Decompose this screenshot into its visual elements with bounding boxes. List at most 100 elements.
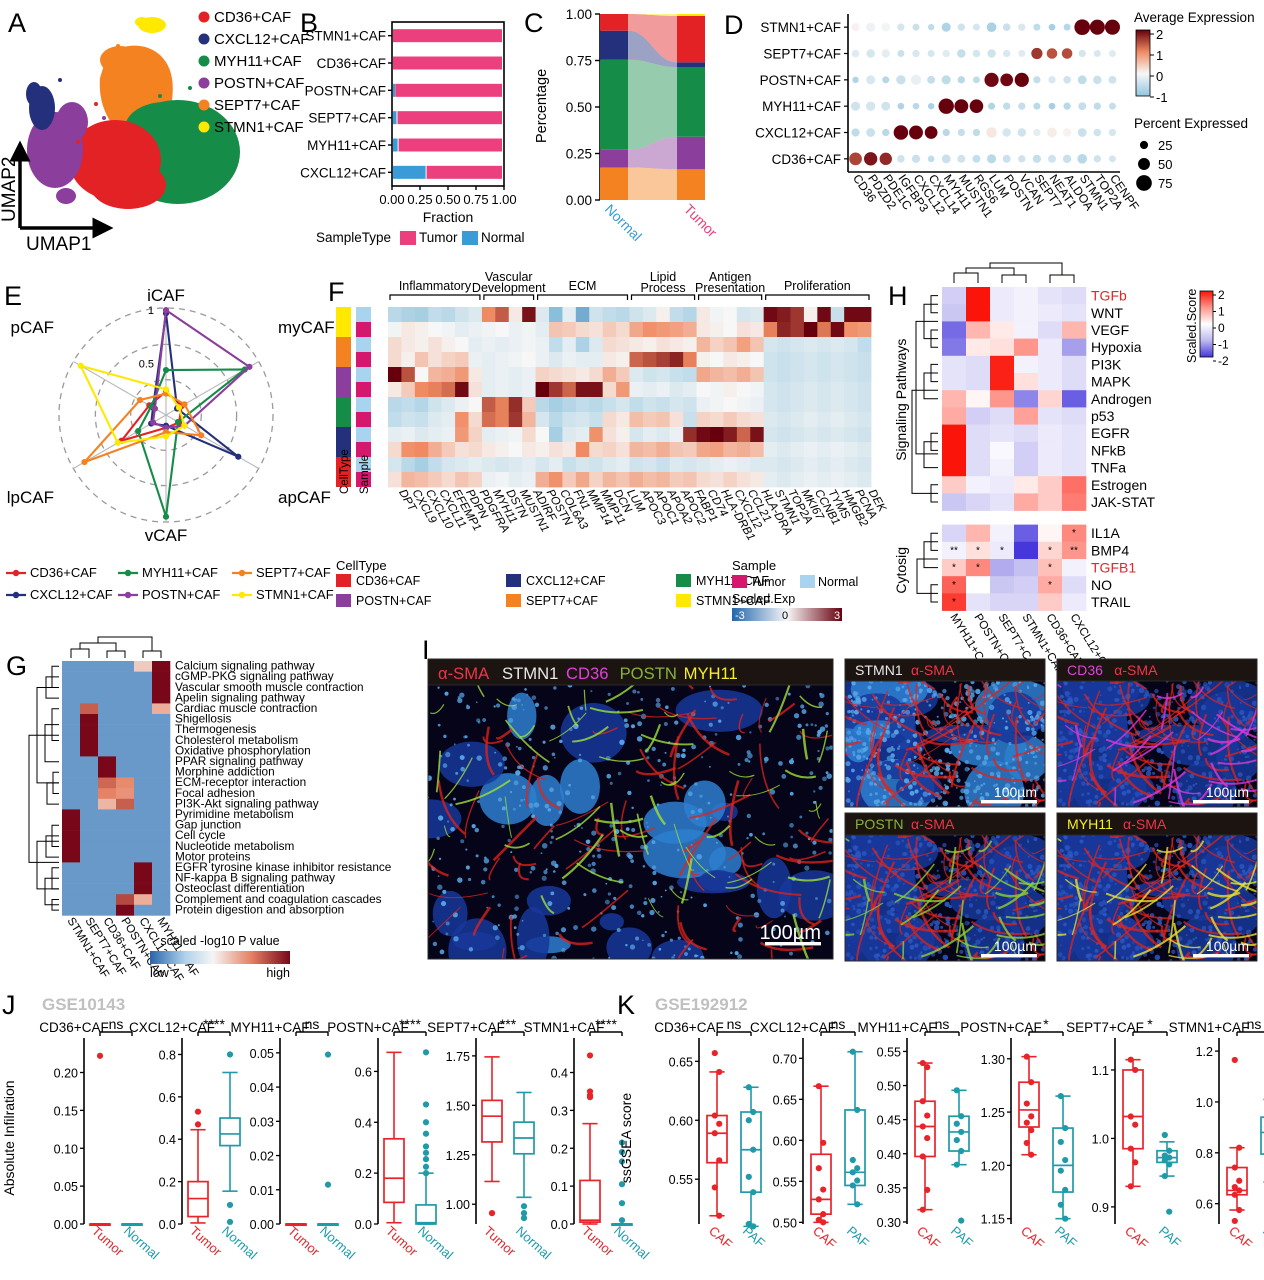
- panel-f-cell: [616, 307, 630, 323]
- panel-f-cell: [401, 427, 416, 443]
- panel-d-dot: [927, 23, 935, 31]
- panel-i-scalebar: 100µm: [759, 922, 821, 946]
- panel-f-cell: [481, 307, 496, 323]
- panel-j-ytick: 0.1: [551, 1180, 568, 1194]
- panel-f-legend-ct-label: POSTN+CAF: [356, 594, 432, 608]
- panel-g-cell: [134, 809, 153, 821]
- panel-h-significance-mark: *: [1000, 545, 1004, 556]
- panel-f-cell: [616, 442, 630, 458]
- panel-d-dot: [1063, 102, 1071, 110]
- panel-f-cell: [723, 382, 738, 398]
- panel-j-ytick: 0.0: [551, 1218, 568, 1232]
- panel-i-marker-label: STMN1: [502, 664, 558, 683]
- panel-c-flow: [628, 14, 677, 16]
- panel-h-row-dendro: [915, 320, 938, 455]
- panel-b-legend-normal: Normal: [481, 230, 525, 245]
- panel-k-point: [750, 1108, 757, 1116]
- panel-d-dot: [1093, 155, 1101, 163]
- panel-h-cell: [966, 304, 991, 322]
- panel-h-scale-tick: 1: [1218, 305, 1225, 319]
- panel-f-cell: [857, 457, 872, 473]
- panel-c-flow: [628, 14, 677, 63]
- panel-d-dot: [865, 101, 876, 111]
- panel-f-cell: [575, 367, 590, 383]
- panel-f-cell: [777, 427, 791, 443]
- panel-f-cell: [696, 307, 711, 323]
- panel-j-group-label: Normal: [317, 1223, 358, 1262]
- panel-f-cell: [683, 442, 697, 458]
- panel-h-cell: [1038, 593, 1063, 611]
- panel-g-cell: [134, 841, 153, 853]
- panel-f-cell: [401, 412, 416, 428]
- panel-c: C 0.00 0.25 0.50 0.75 1.00 Percentage Normal Tum…: [520, 0, 721, 265]
- panel-f-cell: [629, 352, 644, 368]
- panel-j-ytick: 1.50: [446, 1099, 470, 1113]
- panel-i-marker-label: α-SMA: [1123, 816, 1167, 832]
- panel-j-outlier: [586, 1094, 594, 1101]
- panel-f-cell: [441, 382, 456, 398]
- panel-i-scalebar-line: [1193, 954, 1249, 958]
- panel-g-row-dendro: [45, 835, 59, 858]
- panel-d-dot: [954, 99, 969, 114]
- panel-f-cell: [602, 397, 617, 413]
- panel-g-cell: [98, 777, 117, 789]
- panel-f-cell: [401, 322, 416, 338]
- panel-g-col-dendro: [142, 650, 162, 658]
- panel-k-point: [924, 1112, 931, 1119]
- panel-g-cell: [116, 703, 135, 715]
- panel-d-dot: [1046, 48, 1058, 59]
- panel-f-cell: [629, 307, 644, 323]
- panel-f-cell: [575, 382, 590, 398]
- panel-f-module-bracket: [389, 294, 481, 300]
- panel-d-dot: [1033, 102, 1041, 110]
- panel-k-label: K: [617, 990, 635, 1020]
- panel-f-cell: [535, 412, 550, 428]
- panel-g-cell: [134, 777, 153, 789]
- panel-b-legend-swatch-normal: [462, 231, 478, 245]
- panel-j-ytick: 0.4: [159, 1133, 176, 1147]
- panel-j-group-label: Normal: [121, 1223, 162, 1262]
- panel-d-dot: [957, 128, 965, 137]
- panel-e-point: [135, 427, 142, 435]
- panel-g-cell: [80, 798, 99, 810]
- panel-f-cell: [763, 337, 778, 353]
- panel-f-cell: [616, 337, 630, 353]
- panel-g-row-dendro: [44, 724, 59, 763]
- panel-f-scale-min: -3: [735, 610, 745, 622]
- panel-f-cell: [696, 427, 711, 443]
- panel-k: K GSE192912 ssGSEA score CD36+CAF 0.55 0.60 0.…: [615, 980, 1264, 1280]
- panel-f-cell: [669, 412, 684, 428]
- panel-e-point: [246, 363, 253, 370]
- panel-f-cell: [602, 427, 617, 443]
- panel-k-ytick: 0.40: [877, 1148, 901, 1162]
- panel-j-box: [383, 1137, 405, 1204]
- panel-d-expr-colorbar: [1135, 29, 1151, 97]
- panel-f-cell: [710, 442, 724, 458]
- panel-b-bar-tumor: [395, 83, 502, 97]
- panel-f-cell: [522, 322, 536, 338]
- panel-k-point: [958, 1147, 965, 1155]
- panel-e-axis-label: pCAF: [11, 318, 54, 337]
- panel-f-cell: [736, 472, 751, 488]
- panel-f-cell: [388, 337, 402, 353]
- panel-g-pathway-label: Thermogenesis: [175, 722, 256, 736]
- panel-f-cell: [508, 457, 523, 473]
- panel-f-legend-swatch: [336, 594, 351, 607]
- panel-f-cell: [803, 382, 818, 398]
- panel-f-cell: [414, 472, 429, 488]
- panel-h-cell: [966, 441, 991, 460]
- panel-f-cell: [790, 457, 805, 473]
- panel-g-cell: [80, 904, 99, 916]
- panel-f-cell: [441, 397, 456, 413]
- panel-g-cell: [80, 735, 99, 747]
- panel-f-cell: [710, 412, 724, 428]
- panel-g-cell: [98, 883, 117, 895]
- panel-f-cell: [508, 337, 523, 353]
- umap1-label: UMAP1: [26, 234, 91, 255]
- panel-f-cell: [441, 457, 456, 473]
- panel-h-cell: [966, 559, 991, 577]
- panel-f-cell: [414, 382, 429, 398]
- panel-k-point: [1231, 1184, 1238, 1191]
- panel-h-row-label: TRAIL: [1091, 594, 1131, 610]
- panel-f-cell: [844, 382, 858, 398]
